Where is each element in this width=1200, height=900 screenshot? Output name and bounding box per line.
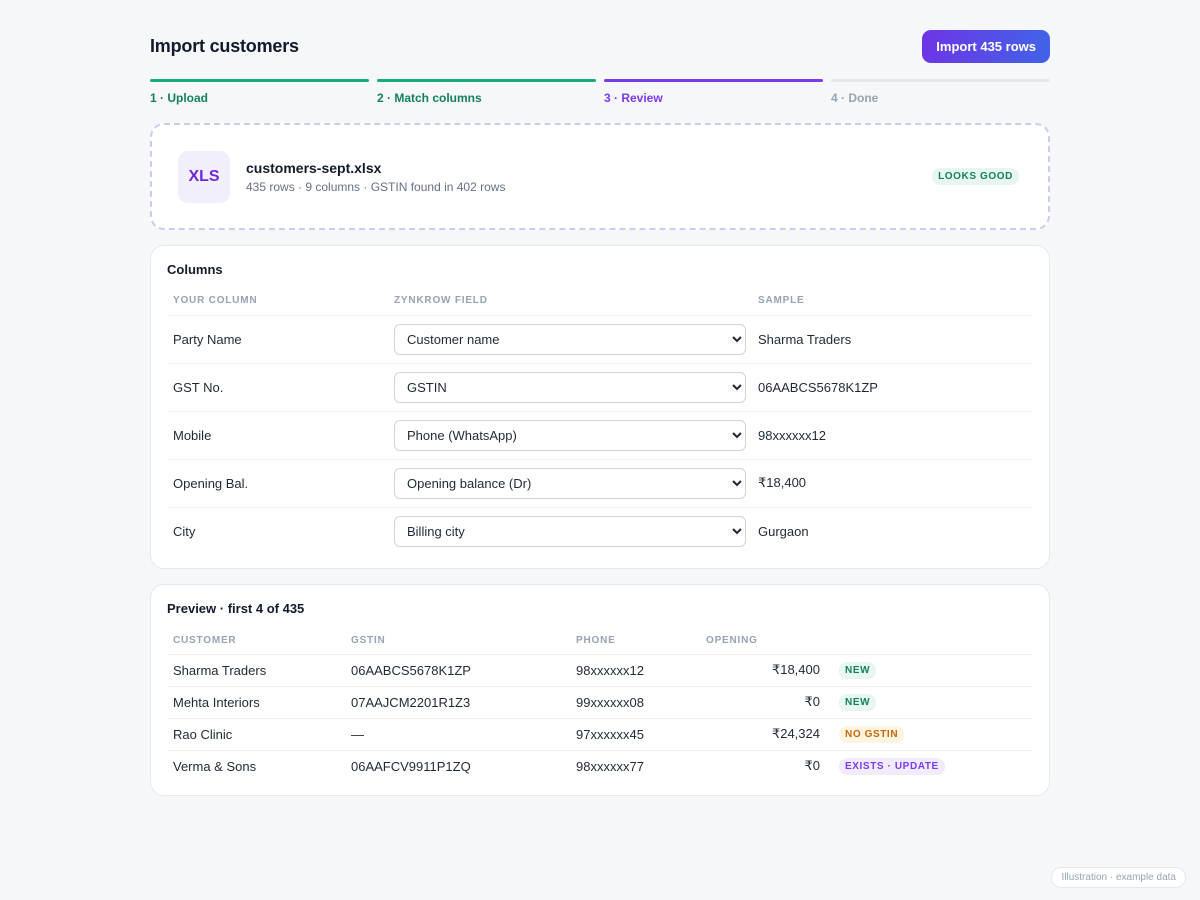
step-progress-bar	[377, 79, 596, 82]
field-cell: Opening balance (Dr)	[388, 458, 752, 507]
step-progress-bar	[150, 79, 369, 82]
step-done: 4 · Done	[831, 79, 1050, 105]
step-review[interactable]: 3 · Review	[604, 79, 823, 105]
column-header: OPENING	[706, 635, 758, 646]
source-column: Opening Bal.	[167, 458, 388, 507]
field-select[interactable]: Billing city	[394, 515, 746, 547]
status-cell: NEW	[826, 653, 1033, 686]
table-row: Sharma Traders 06AABCS5678K1ZP 98xxxxxx1…	[167, 653, 1033, 686]
source-column: City	[167, 506, 388, 555]
table-row: Verma & Sons 06AAFCV9911P1ZQ 98xxxxxx77 …	[167, 749, 1033, 782]
source-column: GST No.	[167, 362, 388, 411]
gstin-value: 07AAJCM2201R1Z3	[345, 685, 570, 718]
field-select[interactable]: Phone (WhatsApp)	[394, 419, 746, 451]
columns-title: Columns	[167, 262, 223, 277]
status-badge: EXISTS · UPDATE	[839, 758, 945, 776]
table-row: Opening Bal. Opening balance (Dr) ₹18,40…	[167, 458, 1033, 507]
phone-value: 98xxxxxx77	[570, 749, 700, 782]
gstin-value: —	[345, 717, 570, 750]
column-header: PHONE	[576, 635, 616, 646]
source-column: Mobile	[167, 410, 388, 459]
table-row: Mobile Phone (WhatsApp) 98xxxxxx12	[167, 410, 1033, 459]
opening-value: ₹0	[700, 685, 826, 718]
phone-value: 99xxxxxx08	[570, 685, 700, 718]
customer-name: Mehta Interiors	[167, 685, 345, 718]
field-cell: Customer name	[388, 314, 752, 363]
sample-value: Gurgaon	[752, 506, 1033, 555]
field-select[interactable]: Customer name	[394, 323, 746, 355]
page-title: Import customers	[150, 36, 299, 56]
field-cell: Billing city	[388, 506, 752, 555]
column-header: ZYNKROW FIELD	[394, 295, 488, 306]
source-column: Party Name	[167, 314, 388, 363]
table-row: Party Name Customer name Sharma Traders	[167, 314, 1033, 363]
status-cell: EXISTS · UPDATE	[826, 749, 1033, 782]
step-label: 2 · Match columns	[377, 91, 482, 105]
step-upload[interactable]: 1 · Upload	[150, 79, 369, 105]
step-progress-bar	[604, 79, 823, 82]
table-row: Rao Clinic — 97xxxxxx45 ₹24,324 NO GSTIN	[167, 717, 1033, 750]
field-select[interactable]: GSTIN	[394, 371, 746, 403]
table-row: Mehta Interiors 07AAJCM2201R1Z3 99xxxxxx…	[167, 685, 1033, 718]
customer-name: Rao Clinic	[167, 717, 345, 750]
field-cell: Phone (WhatsApp)	[388, 410, 752, 459]
column-header: CUSTOMER	[173, 635, 237, 646]
table-row: City Billing city Gurgaon	[167, 506, 1033, 555]
status-cell: NO GSTIN	[826, 717, 1033, 750]
customer-name: Verma & Sons	[167, 749, 345, 782]
page-header: Import customers Import 435 rows	[150, 30, 1050, 63]
column-header: SAMPLE	[758, 295, 805, 306]
sample-value: ₹18,400	[752, 458, 1033, 507]
stepper: 1 · Upload 2 · Match columns 3 · Review …	[150, 79, 1050, 105]
spreadsheet-file-icon: XLS	[178, 150, 230, 203]
step-label: 4 · Done	[831, 91, 879, 105]
gstin-value: 06AAFCV9911P1ZQ	[345, 749, 570, 782]
import-rows-button[interactable]: Import 435 rows	[922, 30, 1050, 63]
sample-value: 98xxxxxx12	[752, 410, 1033, 459]
opening-value: ₹24,324	[700, 717, 826, 750]
illustration-footnote: Illustration · example data	[1051, 867, 1186, 888]
customer-name: Sharma Traders	[167, 653, 345, 686]
sample-value: Sharma Traders	[752, 314, 1033, 363]
step-match-columns[interactable]: 2 · Match columns	[377, 79, 596, 105]
column-header: YOUR COLUMN	[173, 295, 258, 306]
file-meta: 435 rows · 9 columns · GSTIN found in 40…	[246, 179, 506, 194]
preview-title: Preview · first 4 of 435	[167, 601, 305, 616]
preview-card: Preview · first 4 of 435 CUSTOMER GSTIN …	[150, 584, 1050, 796]
field-cell: GSTIN	[388, 362, 752, 411]
sample-value: 06AABCS5678K1ZP	[752, 362, 1033, 411]
opening-value: ₹0	[700, 749, 826, 782]
file-name: customers-sept.xlsx	[246, 159, 382, 176]
step-progress-bar	[831, 79, 1050, 82]
gstin-value: 06AABCS5678K1ZP	[345, 653, 570, 686]
status-badge: NEW	[839, 694, 877, 711]
opening-value: ₹18,400	[700, 653, 826, 686]
status-header	[826, 631, 1033, 654]
status-badge: NO GSTIN	[839, 726, 905, 743]
column-header: GSTIN	[351, 635, 386, 646]
phone-value: 98xxxxxx12	[570, 653, 700, 686]
status-badge: NEW	[839, 662, 877, 679]
preview-table: CUSTOMER GSTIN PHONE OPENING Sharma Trad…	[167, 631, 1033, 782]
columns-card: Columns YOUR COLUMN ZYNKROW FIELD SAMPLE…	[150, 245, 1050, 569]
file-info: customers-sept.xlsx 435 rows · 9 columns…	[246, 160, 932, 194]
file-status-badge: LOOKS GOOD	[932, 168, 1019, 185]
import-page: Import customers Import 435 rows 1 · Upl…	[150, 30, 1050, 796]
table-row: GST No. GSTIN 06AABCS5678K1ZP	[167, 362, 1033, 411]
column-mapping-table: YOUR COLUMN ZYNKROW FIELD SAMPLE Party N…	[167, 288, 1033, 555]
table-header-row: CUSTOMER GSTIN PHONE OPENING	[167, 631, 1033, 654]
status-cell: NEW	[826, 685, 1033, 718]
uploaded-file-card[interactable]: XLS customers-sept.xlsx 435 rows · 9 col…	[150, 123, 1050, 230]
step-label: 3 · Review	[604, 91, 663, 105]
field-select[interactable]: Opening balance (Dr)	[394, 467, 746, 499]
phone-value: 97xxxxxx45	[570, 717, 700, 750]
table-header-row: YOUR COLUMN ZYNKROW FIELD SAMPLE	[167, 288, 1033, 315]
step-label: 1 · Upload	[150, 91, 209, 105]
